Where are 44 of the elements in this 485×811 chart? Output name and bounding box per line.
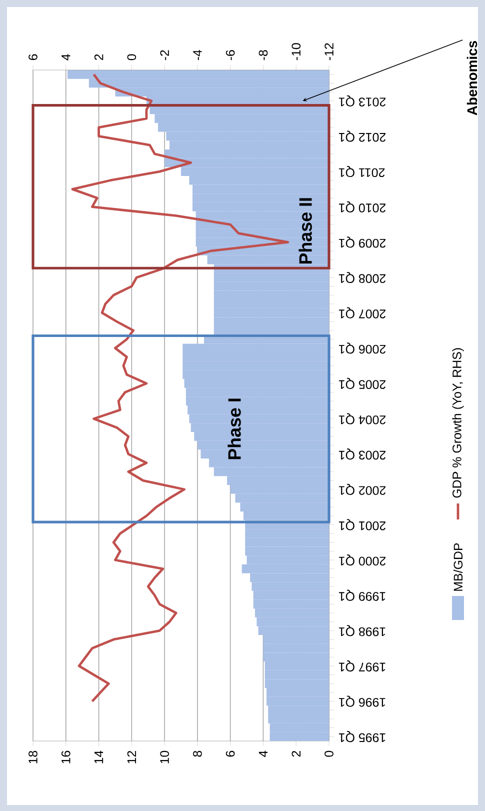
text: GDP % Growth (YoY, RHS): [452, 348, 464, 498]
x2-tick-label: -4: [193, 50, 202, 60]
x-tick-label: 8: [193, 750, 202, 757]
x-tick-label: 18: [28, 750, 38, 764]
y-tick-label: 2001 Q1: [338, 519, 386, 530]
x2-tick-label: -8: [258, 50, 268, 60]
y-tick-label: 2004 Q1: [338, 413, 386, 424]
x2-tick-label: -2: [160, 50, 169, 60]
annotation: Abenomics: [466, 40, 478, 116]
x2-tick-label: 6: [28, 54, 38, 60]
annotation: Phase I: [228, 398, 241, 460]
y-tick-label: 2007 Q1: [338, 307, 386, 318]
annotation: Phase II: [298, 198, 312, 264]
y-tick-label: 2011 Q1: [338, 166, 385, 178]
text: MB/GDP: [453, 543, 463, 591]
y-tick-label: 1997 Q1: [338, 660, 386, 672]
y-tick-label: 2013 Q1: [338, 95, 386, 106]
y-tick-label: 2002 Q1: [338, 484, 386, 495]
x-tick-label: 4: [258, 750, 268, 757]
x-tick-label: 12: [127, 750, 136, 764]
x2-tick-label: -12: [324, 43, 334, 60]
x-tick-label: 10: [160, 750, 169, 764]
y-tick-label: 1996 Q1: [338, 696, 386, 707]
y-tick-label: 2003 Q1: [338, 448, 386, 460]
y-tick-label: 2005 Q1: [338, 378, 386, 389]
y-tick-label: 1999 Q1: [338, 590, 386, 601]
y-tick-label: 2012 Q1: [338, 130, 386, 142]
y-tick-label: 2008 Q1: [338, 272, 386, 283]
y-tick-label: 1995 Q1: [338, 731, 386, 742]
x-tick-label: 14: [94, 750, 104, 764]
x2-tick-label: -10: [292, 43, 301, 60]
x-tick-label: 6: [226, 750, 235, 757]
x-tick-label: 2: [292, 750, 300, 757]
x2-tick-label: 0: [127, 54, 136, 60]
x-tick-label: 0: [324, 750, 334, 757]
x2-tick-label: 2: [94, 54, 104, 60]
y-tick-label: 2006 Q1: [338, 342, 386, 354]
y-tick-label: 2000 Q1: [338, 554, 386, 566]
y-tick-label: 2010 Q1: [338, 201, 386, 212]
x2-tick-label: 4: [62, 54, 70, 60]
y-tick-label: 1998 Q1: [338, 625, 386, 636]
x2-tick-label: -6: [226, 50, 235, 60]
y-tick-label: 2009 Q1: [338, 236, 386, 248]
x-tick-label: 16: [61, 750, 70, 764]
